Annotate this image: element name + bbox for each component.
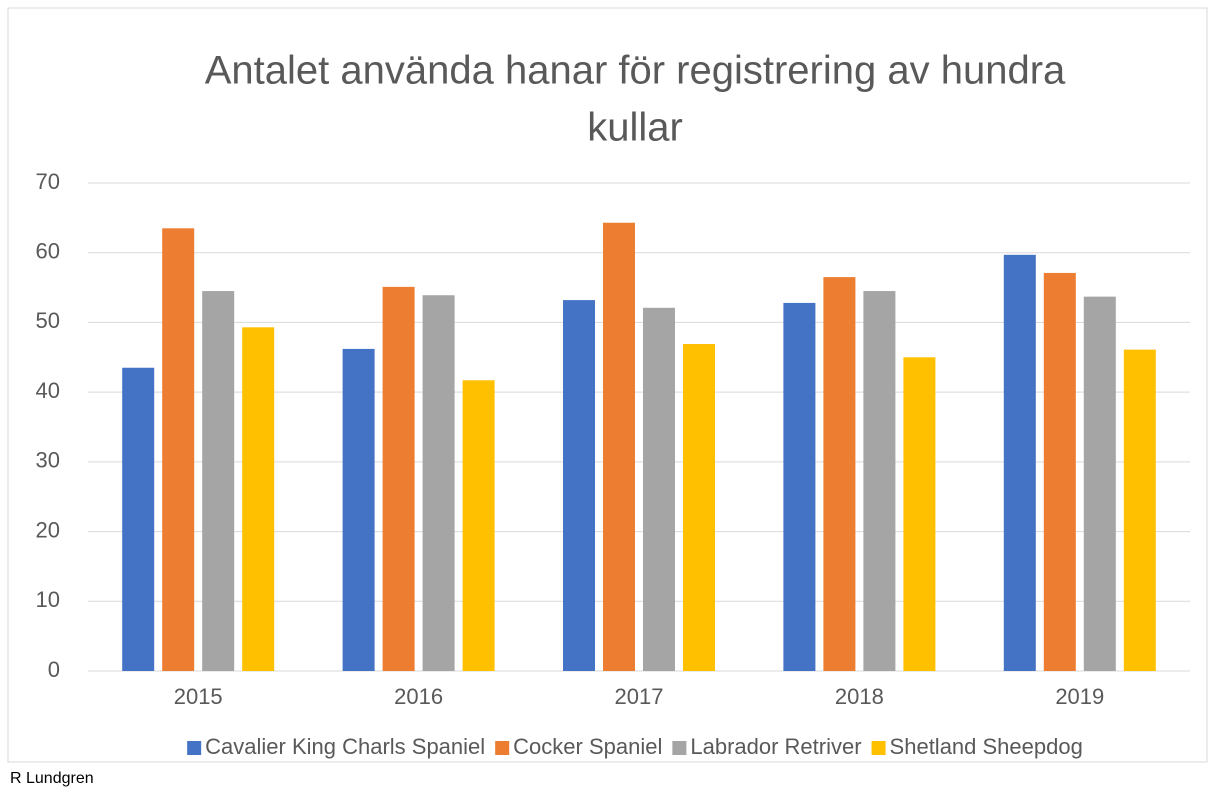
bar [462,380,495,671]
chart-title: kullar [587,106,683,150]
x-tick-label: 2018 [835,684,884,709]
legend-label: Shetland Sheepdog [890,734,1083,759]
footer: R Lundgren [10,770,94,787]
bar [683,344,715,671]
bar [422,295,455,671]
legend-label: Cavalier King Charls Spaniel [205,734,485,759]
y-tick-label: 0 [48,657,60,682]
bar [643,307,675,671]
bar [1003,254,1036,671]
legend-swatch [495,741,510,755]
legend-label: Labrador Retriver [690,734,861,759]
bar [1043,272,1076,671]
bar [122,367,155,671]
x-tick-label: 2015 [174,684,223,709]
legend-swatch [672,741,687,755]
y-tick-label: 40 [36,378,60,403]
bar [1123,349,1156,671]
bar [563,300,595,671]
legend-swatch [187,741,202,755]
y-tick-label: 50 [36,308,60,333]
bar [342,348,375,671]
y-tick-label: 70 [36,169,60,194]
bar [783,302,816,671]
legend-label: Cocker Spaniel [513,734,662,759]
x-tick-label: 2019 [1055,684,1104,709]
y-tick-label: 30 [36,448,60,473]
bar [603,222,635,672]
bar [823,277,856,671]
bar [863,291,896,671]
bar [1083,296,1116,671]
y-tick-label: 10 [36,587,60,612]
bar [242,327,275,671]
chart-title: Antalet använda hanar för registrering a… [205,49,1066,93]
legend-swatch [871,741,886,755]
x-tick-label: 2016 [394,684,443,709]
y-tick-label: 20 [36,517,60,542]
bar [382,286,415,671]
bar [903,357,936,671]
y-tick-label: 60 [36,239,60,264]
bar [162,228,195,672]
x-tick-label: 2017 [615,684,664,709]
bar [202,291,235,671]
